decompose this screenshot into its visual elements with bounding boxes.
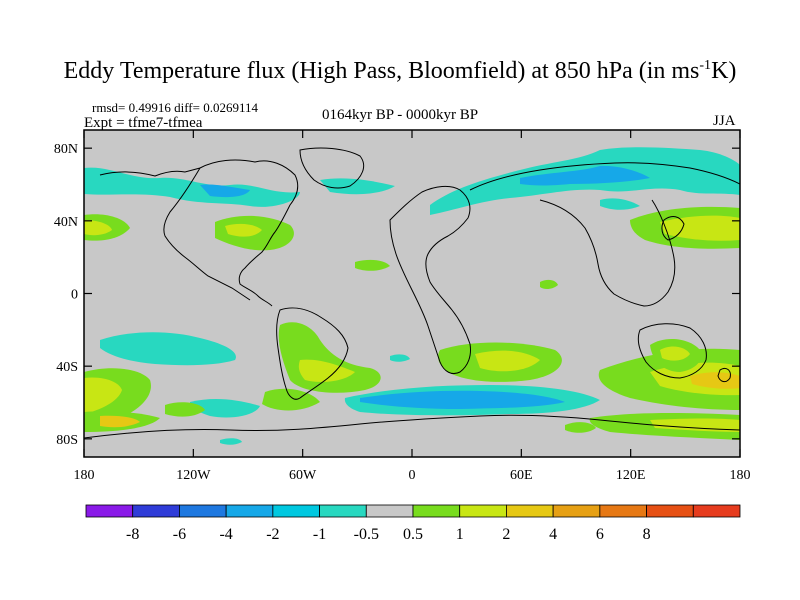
colorbar-label: -4 <box>219 526 232 543</box>
colorbar-label: -2 <box>266 526 279 543</box>
season-label: JJA <box>713 113 736 129</box>
lon-tick-label: 0 <box>409 468 416 483</box>
colorbar-swatch <box>692 504 741 518</box>
mid-atlantic-small-positive <box>540 279 558 290</box>
greenland-negative-region <box>320 178 395 195</box>
south-pacific-central-positive <box>165 402 205 417</box>
south-pacific-west-positive-core <box>100 415 140 428</box>
north-atlantic-small-positive <box>355 259 390 271</box>
colorbar-label: 6 <box>596 526 604 543</box>
north-atlantic-negative-region <box>84 167 300 207</box>
antarctic-positive-small <box>565 422 596 433</box>
lat-tick-label: 40N <box>54 215 78 230</box>
north-atlantic-negative-core <box>200 184 250 198</box>
colorbar-label: 2 <box>502 526 510 543</box>
south-america-coastline <box>276 307 349 400</box>
colorbar-swatch <box>552 504 601 518</box>
antarctic-negative-small <box>220 438 242 445</box>
colorbar-label: 8 <box>643 526 651 543</box>
lon-tick-label: 120W <box>176 468 211 483</box>
north-america-positive-core <box>225 223 262 237</box>
north-pacific-east-positive-core <box>660 215 740 241</box>
colorbar-swatch <box>225 504 274 518</box>
period-label: 0164kyr BP - 0000kyr BP <box>322 107 479 123</box>
lon-tick-label: 120E <box>616 468 646 483</box>
colorbar-swatch <box>506 504 554 518</box>
east-europe-negative-region <box>600 198 640 210</box>
colorbar-swatch <box>179 504 227 518</box>
north-pacific-west-positive-core <box>84 220 112 236</box>
colorbar-swatch <box>412 504 461 518</box>
asia-coastline <box>469 162 740 307</box>
coastlines <box>84 147 740 439</box>
colorbar-swatch <box>319 504 367 518</box>
australia-coastline <box>637 323 707 379</box>
colorbar-swatch <box>599 504 647 518</box>
colorbar-label: 1 <box>456 526 464 543</box>
colorbar-label: -0.5 <box>354 526 379 543</box>
chart-title-main: Eddy Temperature flux (High Pass, Bloomf… <box>63 58 700 84</box>
stats-line: rmsd= 0.49916 diff= 0.0269114 <box>92 100 258 115</box>
europe-africa-coastline <box>389 185 471 375</box>
north-america-coastline <box>99 159 299 307</box>
lon-tick-label: 180 <box>730 468 751 483</box>
lat-tick-label: 0 <box>71 288 78 303</box>
south-africa-positive-core <box>475 350 540 372</box>
lon-tick-label: 60E <box>510 468 533 483</box>
lon-tick-label: 60W <box>289 468 317 483</box>
lat-tick-label: 40S <box>56 360 78 375</box>
colorbar-label: -1 <box>313 526 326 543</box>
south-pacific-far-west-positive-core <box>84 377 122 414</box>
latitude-axis: 80N 40N 0 40S 80S <box>54 142 740 448</box>
colorbar-swatch <box>85 504 134 518</box>
colorbar-swatch <box>272 504 320 518</box>
new-zealand-coastline <box>717 367 731 383</box>
lon-tick-label: 180 <box>74 468 95 483</box>
southern-ocean-atlantic-negative-core <box>360 390 565 409</box>
southern-ocean-pacific-negative <box>190 399 260 418</box>
australia-positive-core <box>660 346 690 361</box>
chart-title-suffix: K) <box>711 58 737 84</box>
lat-tick-label: 80N <box>54 142 78 157</box>
experiment-label: Expt = tfme7-tfmea <box>84 115 203 131</box>
south-america-positive-core <box>298 359 355 382</box>
colorbar-label: 0.5 <box>403 526 423 543</box>
colorbar: -8 -6 -4 -2 -1 -0.5 0.5 1 2 4 6 8 <box>85 504 741 543</box>
colorbar-label: -6 <box>173 526 186 543</box>
colorbar-swatch <box>132 504 180 518</box>
arctic-siberia-negative-core <box>520 165 650 186</box>
colorbar-swatch <box>646 504 694 518</box>
longitude-axis: 180 120W 60W 0 60E 120E 180 <box>74 130 751 483</box>
colorbar-swatch <box>365 504 414 518</box>
south-pacific-negative-region <box>100 332 236 366</box>
chart-title-superscript: -1 <box>699 58 712 73</box>
colorbar-label: -8 <box>126 526 139 543</box>
chart-title: Eddy Temperature flux (High Pass, Bloomf… <box>0 58 800 85</box>
colorbar-label: 4 <box>549 526 557 543</box>
south-indian-positive-inner <box>690 372 740 389</box>
greenland-coastline <box>299 147 365 189</box>
south-atlantic-small-negative <box>390 354 410 362</box>
antarctica-coastline <box>84 414 740 439</box>
anomaly-field <box>84 147 740 445</box>
lat-tick-label: 80S <box>56 433 78 448</box>
colorbar-swatch <box>459 504 507 518</box>
japan-coastline <box>661 216 685 241</box>
